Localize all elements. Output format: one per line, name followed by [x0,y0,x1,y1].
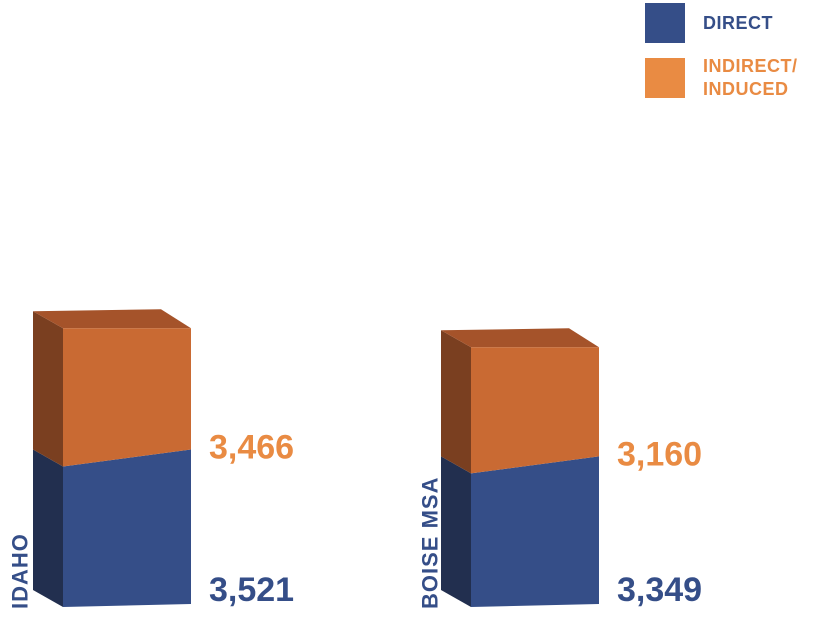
bar-idaho-direct-side [33,449,63,607]
bar-boise-msa-direct-side [441,456,471,607]
bar-idaho-indirect-side [33,311,63,467]
value-label-boise-msa-direct: 3,349 [617,571,702,609]
bar-boise-msa-indirect-side [441,330,471,474]
value-label-idaho-indirect: 3,466 [209,429,294,467]
legend-label-indirect: INDIRECT/ INDUCED [703,56,798,99]
legend-swatch-direct [645,3,685,43]
category-label-boise-msa: BOISE MSA [418,477,443,609]
value-label-idaho-direct: 3,521 [209,571,294,609]
legend-swatch-indirect [645,58,685,98]
category-label-idaho: IDAHO [8,533,33,609]
legend-label-direct: DIRECT [703,13,773,33]
bar-boise-msa-indirect [471,347,599,474]
value-label-boise-msa-indirect: 3,160 [617,435,702,473]
bar-idaho-direct [63,449,191,607]
bar-idaho-indirect [63,328,191,467]
bar-idaho-top [33,309,191,329]
bar-boise-msa-direct [471,456,599,607]
bar-boise-msa-top [441,328,599,348]
